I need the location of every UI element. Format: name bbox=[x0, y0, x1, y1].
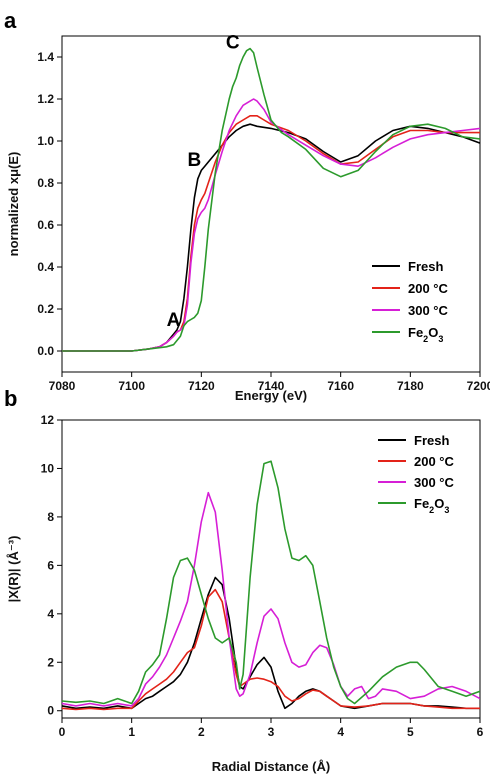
panel-label: b bbox=[4, 386, 17, 411]
y-tick-label: 0.4 bbox=[37, 260, 54, 274]
y-tick-label: 6 bbox=[47, 558, 54, 572]
x-tick-label: 7140 bbox=[258, 379, 285, 393]
y-tick-label: 2 bbox=[47, 655, 54, 669]
x-tick-label: 3 bbox=[268, 725, 275, 739]
legend-entry: 200 °C bbox=[414, 454, 455, 469]
x-axis-label: Radial Distance (Å) bbox=[212, 759, 330, 774]
x-tick-label: 2 bbox=[198, 725, 205, 739]
series-line bbox=[62, 47, 480, 352]
x-tick-label: 4 bbox=[337, 725, 344, 739]
x-axis-label: Energy (eV) bbox=[235, 388, 307, 403]
panel-label: a bbox=[4, 8, 17, 33]
x-tick-label: 7180 bbox=[397, 379, 424, 393]
legend-entry: Fresh bbox=[408, 259, 443, 274]
legend-entry: 300 °C bbox=[408, 303, 449, 318]
legend-entry: Fe2O3 bbox=[408, 325, 443, 344]
y-tick-label: 1.4 bbox=[37, 50, 54, 64]
legend-entry: Fe2O3 bbox=[414, 496, 449, 515]
peak-annotation: C bbox=[226, 33, 240, 54]
legend-entry: 200 °C bbox=[408, 281, 449, 296]
x-tick-label: 6 bbox=[477, 725, 484, 739]
series-line bbox=[62, 588, 480, 711]
legend-entry: Fresh bbox=[414, 433, 449, 448]
y-axis-label: |X(R)| (Å⁻³) bbox=[6, 536, 21, 603]
y-tick-label: 0 bbox=[47, 704, 54, 718]
series-line bbox=[62, 460, 480, 705]
y-tick-label: 10 bbox=[41, 461, 55, 475]
x-tick-label: 7080 bbox=[49, 379, 76, 393]
y-tick-label: 8 bbox=[47, 510, 54, 524]
y-tick-label: 1.0 bbox=[37, 134, 54, 148]
peak-annotation: B bbox=[187, 150, 201, 171]
y-tick-label: 12 bbox=[41, 413, 55, 427]
peak-annotation: A bbox=[167, 310, 181, 331]
series-line bbox=[62, 491, 480, 707]
x-tick-label: 5 bbox=[407, 725, 414, 739]
x-tick-label: 1 bbox=[128, 725, 135, 739]
plot-frame bbox=[61, 35, 481, 373]
series-line bbox=[62, 576, 480, 710]
y-tick-label: 0.8 bbox=[37, 176, 54, 190]
y-tick-label: 4 bbox=[47, 607, 54, 621]
x-tick-label: 7160 bbox=[327, 379, 354, 393]
x-tick-label: 7120 bbox=[188, 379, 215, 393]
legend-entry: 300 °C bbox=[414, 475, 455, 490]
x-tick-label: 0 bbox=[59, 725, 66, 739]
y-tick-label: 1.2 bbox=[37, 92, 54, 106]
y-tick-label: 0.0 bbox=[37, 344, 54, 358]
series-line bbox=[62, 98, 480, 352]
x-tick-label: 7100 bbox=[118, 379, 145, 393]
y-tick-label: 0.6 bbox=[37, 218, 54, 232]
y-tick-label: 0.2 bbox=[37, 302, 54, 316]
y-axis-label: normalized xμ(E) bbox=[6, 152, 21, 257]
